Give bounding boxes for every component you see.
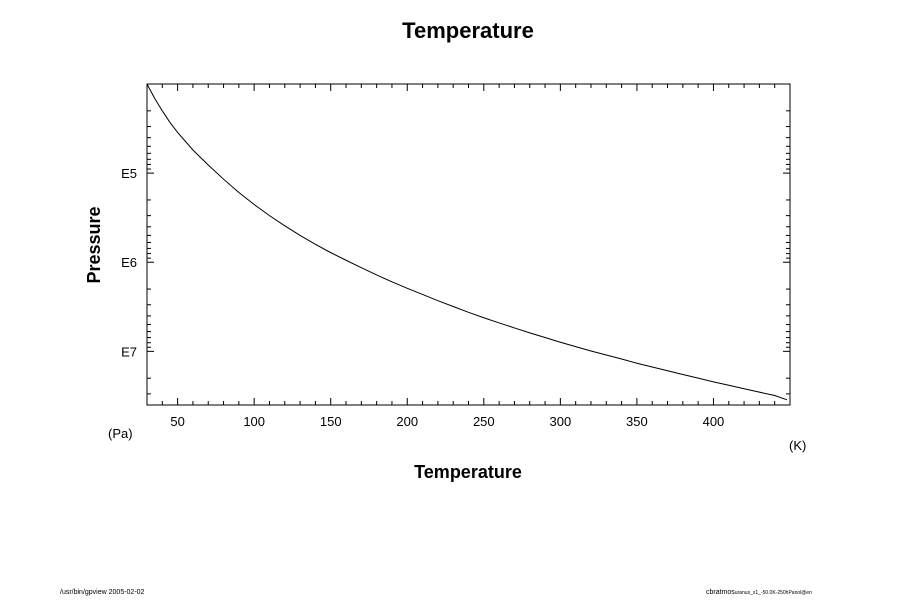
chart-title: Temperature <box>402 18 534 43</box>
y-axis-title: Pressure <box>84 206 104 283</box>
temperature-profile-line <box>146 83 788 401</box>
x-tick-label: 150 <box>320 414 342 429</box>
x-tick-label: 100 <box>243 414 265 429</box>
x-tick-label: 250 <box>473 414 495 429</box>
footer-command: /usr/bin/gpview 2005-02-02 <box>60 589 145 596</box>
y-tick-label: E6 <box>121 255 137 270</box>
x-tick-label: 400 <box>703 414 725 429</box>
x-axis-title: Temperature <box>414 462 522 482</box>
y-axis-ticks: E5 E6 E7 <box>121 83 790 406</box>
y-unit-label: (Pa) <box>108 426 133 441</box>
x-tick-label: 50 <box>170 414 184 429</box>
y-tick-label: E7 <box>121 344 137 359</box>
x-tick-label: 350 <box>626 414 648 429</box>
footer-dataset-name: cbratmos <box>706 589 735 596</box>
y-tick-label: E5 <box>121 166 137 181</box>
footer-dataset-detail: uranus_x1_-50.0K-250hPanol@en <box>734 590 812 596</box>
plot-frame <box>146 83 791 406</box>
x-tick-label: 300 <box>550 414 572 429</box>
x-tick-label: 200 <box>396 414 418 429</box>
x-axis-ticks: 50 100 150 200 250 300 350 400 <box>161 84 776 429</box>
footer-dataset: cbratmosuranus_x1_-50.0K-250hPanol@en <box>706 589 812 596</box>
x-unit-label: (K) <box>789 438 806 453</box>
